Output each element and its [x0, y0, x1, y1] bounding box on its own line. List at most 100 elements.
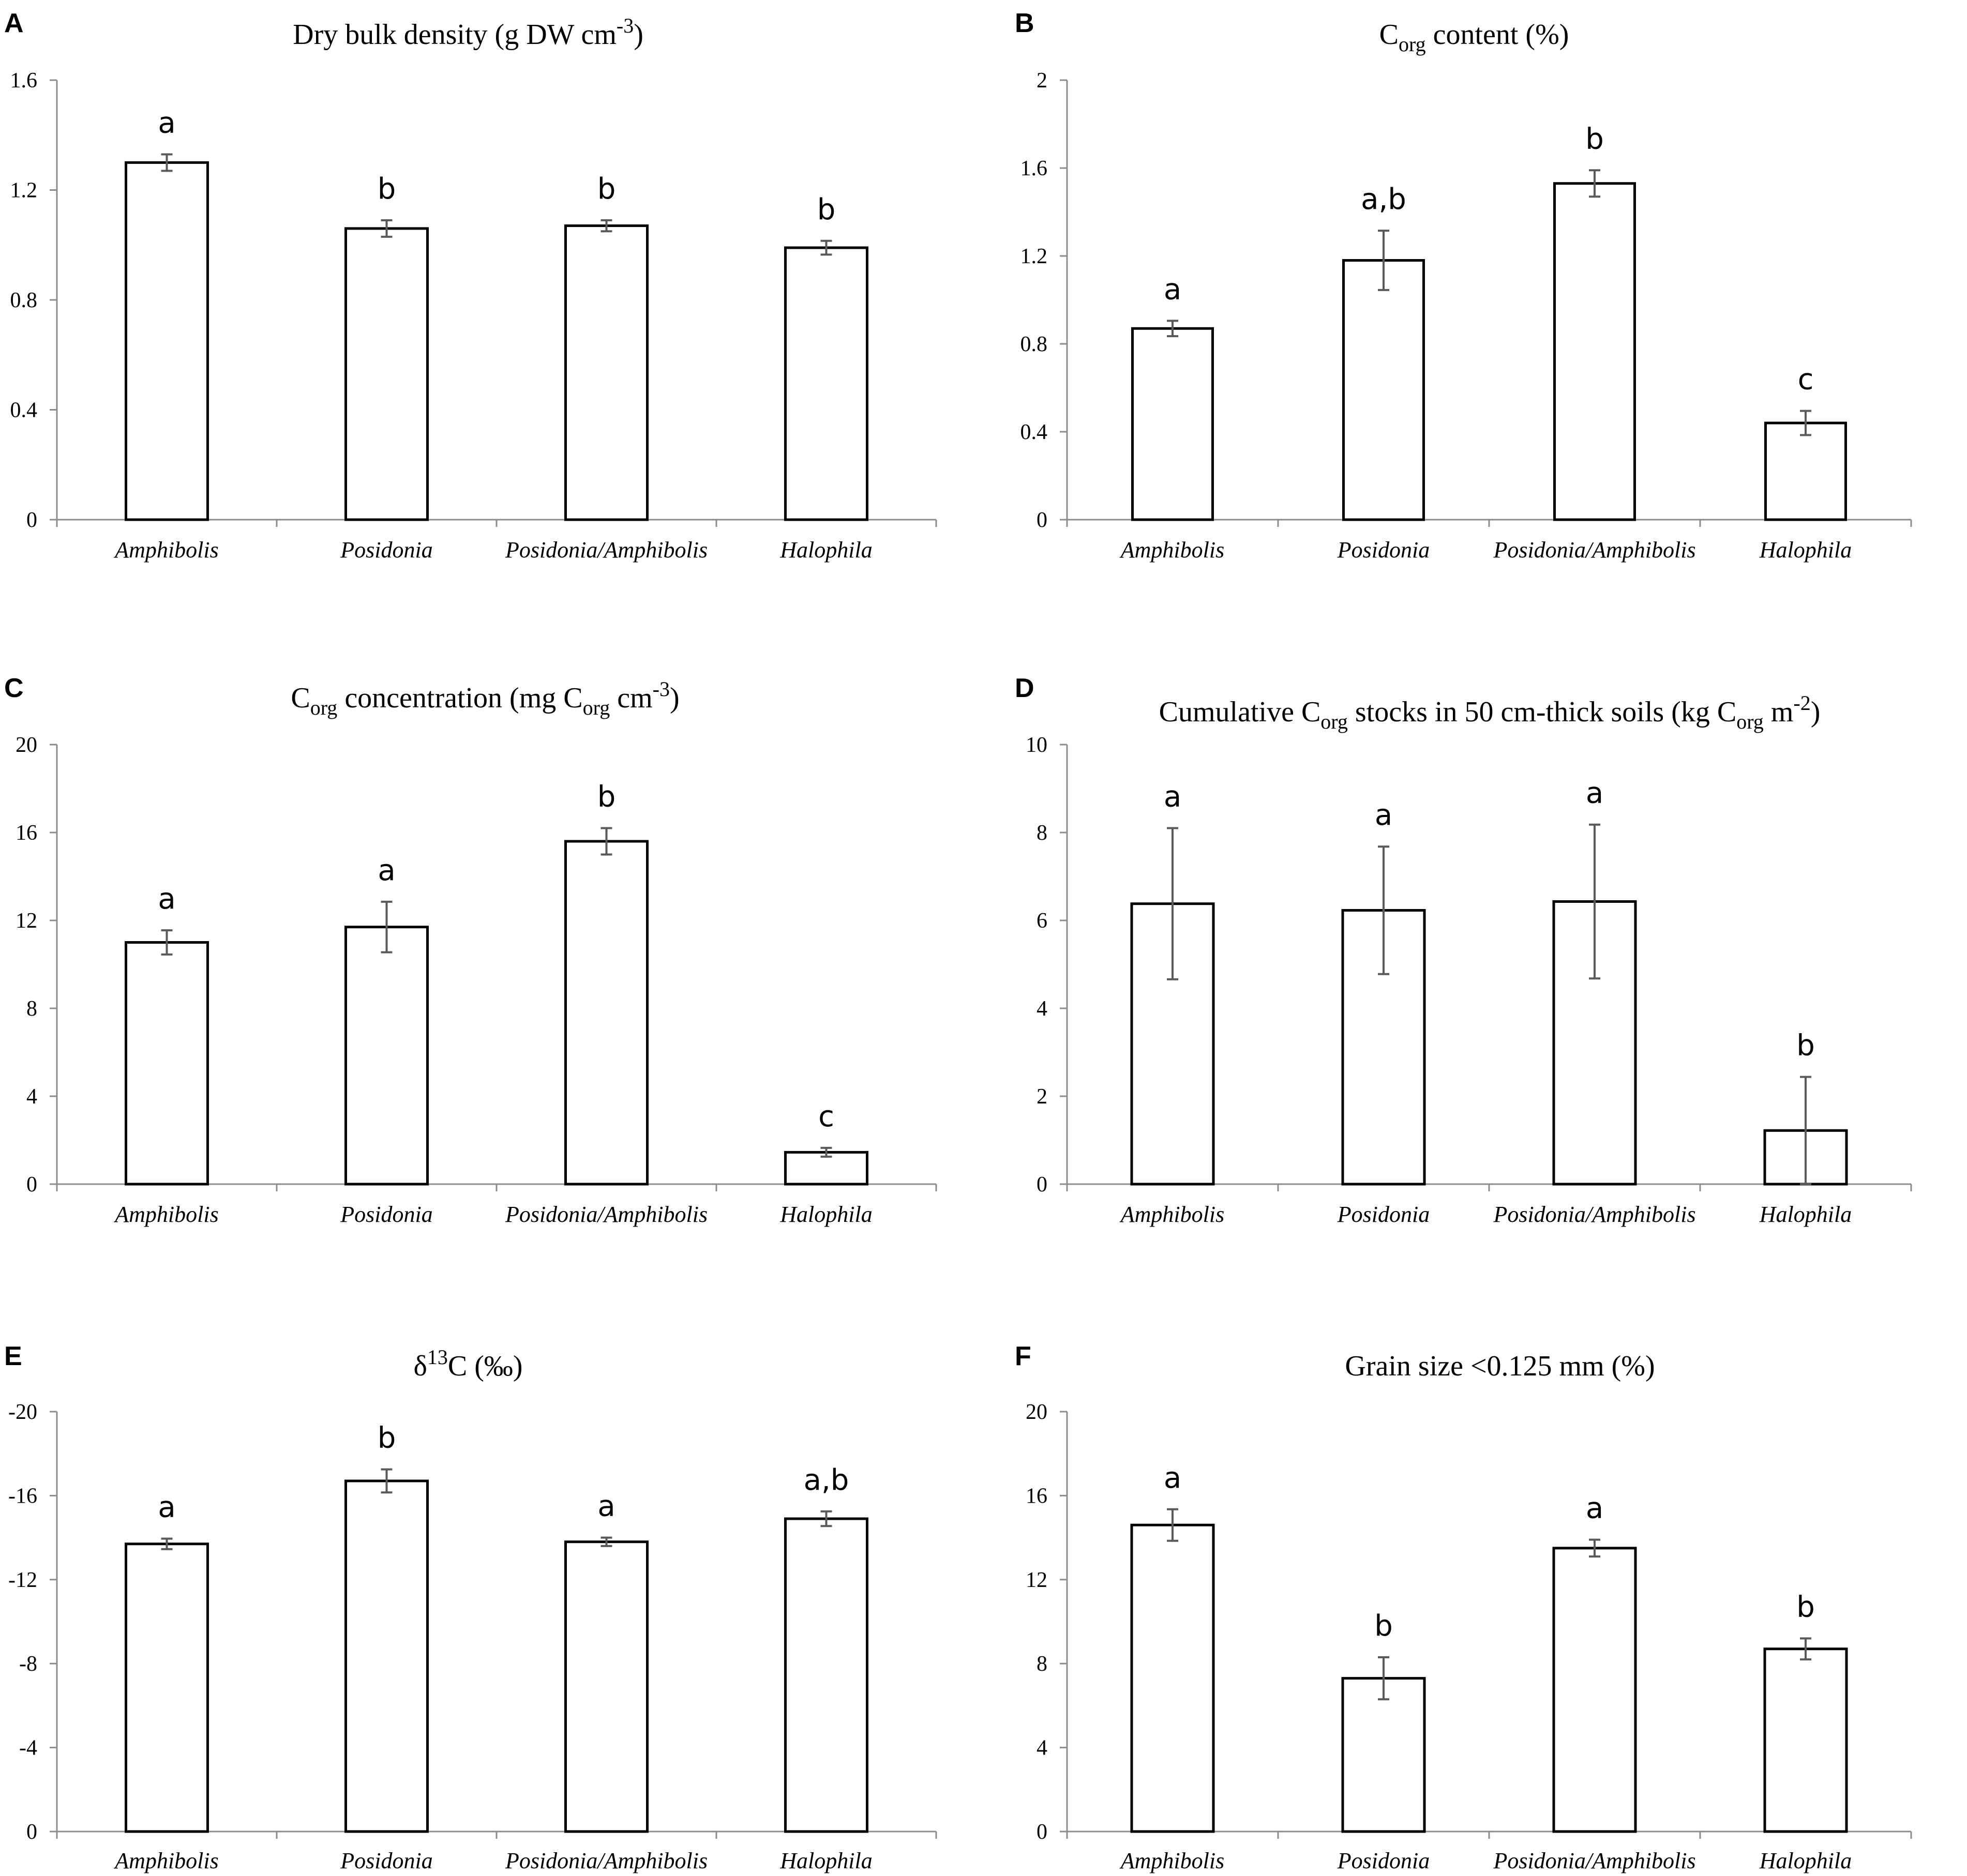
y-tick-label: 16 [1026, 1484, 1047, 1508]
significance-label: a [1164, 780, 1181, 814]
significance-label: a,b [804, 1463, 849, 1497]
bar-f-1 [1130, 1523, 1215, 1833]
chart-title: Corg concentration (mg Corg cm-3) [291, 677, 679, 719]
category-label: Halophila [779, 537, 872, 563]
significance-label: a,b [1361, 183, 1406, 216]
bar-e-2 [344, 1479, 429, 1833]
y-tick-label: 0 [1037, 1820, 1047, 1844]
category-label: Amphibolis [113, 1202, 218, 1227]
panel-letter: E [4, 1341, 22, 1371]
y-tick-label: 2 [1037, 1085, 1047, 1109]
category-label: Posidonia [1337, 537, 1430, 563]
category-label: Posidonia/Amphibolis [505, 1202, 708, 1227]
panel-b: B Corg content (%) 0 0.4 0.8 1.2 1.6 2 a Amphibol… [1015, 8, 1912, 563]
bar-b-4 [1764, 421, 1847, 521]
chart-title: Cumulative Corg stocks in 50 cm-thick so… [1159, 691, 1821, 733]
significance-label: a [158, 882, 175, 916]
significance-label: b [597, 172, 616, 206]
bar-f-3 [1552, 1547, 1637, 1833]
significance-label: a [1375, 798, 1392, 832]
y-tick-label: 8 [1037, 1652, 1047, 1676]
category-label: Amphibolis [1119, 537, 1224, 563]
category-label: Amphibolis [113, 537, 218, 563]
significance-label: b [1374, 1609, 1393, 1643]
y-tick-label: 1.6 [10, 69, 38, 93]
significance-label: b [597, 780, 616, 814]
category-label: Amphibolis [113, 1848, 218, 1873]
significance-label: b [1796, 1029, 1815, 1063]
y-tick-label: 0 [1037, 1173, 1047, 1197]
y-tick-label: -8 [19, 1652, 37, 1676]
bar-a-2 [344, 227, 429, 521]
y-tick-label: 2 [1037, 69, 1047, 93]
y-tick-label: 12 [1026, 1568, 1047, 1592]
significance-label: a [378, 854, 395, 887]
y-tick-label: 0 [26, 508, 37, 532]
bar-b-1 [1131, 327, 1214, 521]
bar-d-1 [1130, 902, 1215, 1186]
y-tick-label: 8 [1037, 821, 1047, 845]
y-tick-label: 0 [26, 1820, 37, 1844]
y-tick-label: -20 [8, 1400, 37, 1424]
category-label: Halophila [1759, 537, 1852, 563]
category-label: Amphibolis [1119, 1202, 1224, 1227]
category-label: Posidonia/Amphibolis [1493, 1202, 1695, 1227]
panel-letter: D [1015, 673, 1034, 703]
category-label: Amphibolis [1119, 1848, 1224, 1873]
bar-c-2 [344, 926, 429, 1186]
category-label: Posidonia/Amphibolis [1493, 1848, 1695, 1873]
bar-e-3 [564, 1540, 649, 1833]
y-tick-label: -12 [8, 1568, 37, 1592]
category-label: Posidonia [340, 537, 432, 563]
y-tick-label: -4 [19, 1736, 37, 1760]
bar-a-4 [784, 246, 868, 521]
significance-label: a [1586, 1492, 1603, 1525]
bar-e-4 [784, 1517, 868, 1833]
y-tick-label: 0.8 [10, 289, 38, 312]
panel-f: F Grain size <0.125 mm (%) 0 4 8 12 16 20 a Amphi… [1015, 1341, 1912, 1873]
y-tick-label: 1.2 [10, 179, 38, 203]
chart-title: Grain size <0.125 mm (%) [1345, 1350, 1655, 1382]
y-tick-label: 1.6 [1020, 157, 1048, 180]
y-tick-label: 0 [1037, 508, 1047, 532]
panel-c: C Corg concentration (mg Corg cm-3) 0 4 8 12 1… [4, 673, 937, 1227]
y-tick-label: 0.4 [10, 399, 38, 422]
y-tick-label: 20 [1026, 1400, 1047, 1424]
bar-b-3 [1553, 182, 1636, 521]
category-label: Halophila [1759, 1202, 1852, 1227]
bar-a-3 [564, 224, 649, 521]
y-tick-label: 16 [16, 821, 37, 845]
bar-c-3 [564, 840, 649, 1186]
significance-label: c [1798, 363, 1814, 397]
category-label: Posidonia [1337, 1202, 1430, 1227]
category-label: Posidonia/Amphibolis [505, 537, 708, 563]
significance-label: a [1164, 273, 1181, 306]
category-label: Halophila [779, 1848, 872, 1873]
category-label: Posidonia [340, 1202, 432, 1227]
chart-title: Corg content (%) [1379, 19, 1569, 56]
y-tick-label: 0.4 [1020, 420, 1048, 444]
y-tick-label: 1.2 [1020, 245, 1048, 268]
category-label: Halophila [779, 1202, 872, 1227]
y-tick-label: 6 [1037, 909, 1047, 933]
panel-letter: C [4, 673, 24, 703]
category-label: Halophila [1759, 1848, 1852, 1873]
category-label: Posidonia [340, 1848, 432, 1873]
chart-title: Dry bulk density (g DW cm-3) [293, 14, 643, 51]
y-tick-label: 12 [16, 909, 37, 933]
panel-letter: B [1015, 8, 1034, 38]
significance-label: a [158, 106, 175, 140]
significance-label: b [378, 172, 396, 206]
y-tick-label: -16 [8, 1484, 37, 1508]
significance-label: c [818, 1100, 834, 1133]
significance-label: a [1586, 777, 1603, 810]
significance-label: a [1164, 1461, 1181, 1495]
bar-c-1 [125, 941, 209, 1186]
panel-d: D Cumulative Corg stocks in 50 cm-thick s… [1015, 673, 1912, 1227]
significance-label: b [1585, 122, 1604, 156]
category-label: Posidonia/Amphibolis [505, 1848, 708, 1873]
significance-label: a [597, 1490, 615, 1523]
category-label: Posidonia/Amphibolis [1493, 537, 1695, 563]
